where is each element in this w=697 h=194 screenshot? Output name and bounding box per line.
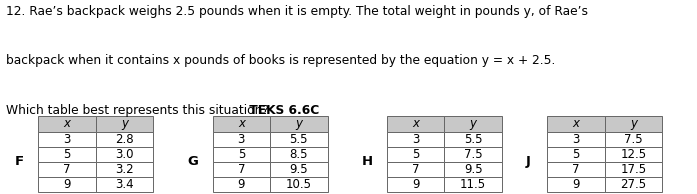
Text: 7: 7 <box>572 163 580 176</box>
Text: 10.5: 10.5 <box>286 178 312 191</box>
Text: 8.5: 8.5 <box>289 148 308 161</box>
Bar <box>387 116 445 132</box>
Text: 9.5: 9.5 <box>464 163 482 176</box>
Text: 3: 3 <box>412 133 420 146</box>
Bar <box>270 116 328 132</box>
Text: y: y <box>630 117 637 131</box>
Text: 3.4: 3.4 <box>115 178 134 191</box>
Bar <box>445 132 502 147</box>
Text: 7: 7 <box>63 163 71 176</box>
Bar <box>605 177 662 192</box>
Text: 5: 5 <box>572 148 580 161</box>
Text: 17.5: 17.5 <box>620 163 646 176</box>
Bar <box>605 162 662 177</box>
Bar <box>547 162 605 177</box>
Text: y: y <box>470 117 477 131</box>
Bar <box>96 177 153 192</box>
Bar <box>270 162 328 177</box>
Bar <box>605 132 662 147</box>
Text: 3.2: 3.2 <box>115 163 134 176</box>
Text: 5.5: 5.5 <box>464 133 482 146</box>
Text: F: F <box>14 155 24 168</box>
Text: backpack when it contains x pounds of books is represented by the equation y = x: backpack when it contains x pounds of bo… <box>6 54 555 67</box>
Text: 3: 3 <box>63 133 71 146</box>
Bar <box>387 132 445 147</box>
Bar <box>445 116 502 132</box>
Text: 7: 7 <box>238 163 245 176</box>
Bar <box>387 162 445 177</box>
Text: x: x <box>63 117 70 131</box>
Bar <box>270 147 328 162</box>
Bar <box>605 147 662 162</box>
Text: x: x <box>572 117 579 131</box>
Bar <box>547 116 605 132</box>
Bar <box>213 116 270 132</box>
Text: 3.0: 3.0 <box>115 148 134 161</box>
Bar <box>38 162 96 177</box>
Bar <box>445 162 502 177</box>
Text: y: y <box>296 117 302 131</box>
Text: G: G <box>187 155 199 168</box>
Bar <box>270 177 328 192</box>
Text: 9: 9 <box>238 178 245 191</box>
Bar <box>445 177 502 192</box>
Text: 5: 5 <box>63 148 71 161</box>
Bar <box>96 116 153 132</box>
Text: 7: 7 <box>412 163 420 176</box>
Text: y: y <box>121 117 128 131</box>
Bar <box>270 132 328 147</box>
Text: 3: 3 <box>572 133 580 146</box>
Text: H: H <box>362 155 373 168</box>
Bar <box>547 132 605 147</box>
Text: x: x <box>412 117 419 131</box>
Text: 9: 9 <box>412 178 420 191</box>
Text: 12. Rae’s backpack weighs 2.5 pounds when it is empty. The total weight in pound: 12. Rae’s backpack weighs 2.5 pounds whe… <box>6 5 588 18</box>
Bar <box>96 162 153 177</box>
Text: TEKS 6.6C: TEKS 6.6C <box>245 104 319 117</box>
Text: 27.5: 27.5 <box>620 178 646 191</box>
Text: 7.5: 7.5 <box>464 148 482 161</box>
Text: x: x <box>238 117 245 131</box>
Bar <box>605 116 662 132</box>
Bar <box>38 147 96 162</box>
Text: J: J <box>526 155 530 168</box>
Text: 9.5: 9.5 <box>289 163 308 176</box>
Bar <box>213 147 270 162</box>
Bar <box>387 147 445 162</box>
Bar <box>547 147 605 162</box>
Text: 7.5: 7.5 <box>624 133 643 146</box>
Bar <box>38 132 96 147</box>
Text: 9: 9 <box>572 178 580 191</box>
Text: 5: 5 <box>238 148 245 161</box>
Text: 2.8: 2.8 <box>115 133 134 146</box>
Bar <box>96 147 153 162</box>
Bar <box>213 162 270 177</box>
Text: 9: 9 <box>63 178 71 191</box>
Text: 3: 3 <box>238 133 245 146</box>
Bar <box>38 177 96 192</box>
Bar <box>445 147 502 162</box>
Text: 5.5: 5.5 <box>289 133 308 146</box>
Bar <box>547 177 605 192</box>
Text: 5: 5 <box>412 148 420 161</box>
Bar <box>38 116 96 132</box>
Bar <box>96 132 153 147</box>
Bar <box>213 132 270 147</box>
Text: Which table best represents this situation?: Which table best represents this situati… <box>6 104 268 117</box>
Bar <box>213 177 270 192</box>
Text: 11.5: 11.5 <box>460 178 486 191</box>
Text: 12.5: 12.5 <box>620 148 646 161</box>
Bar <box>387 177 445 192</box>
